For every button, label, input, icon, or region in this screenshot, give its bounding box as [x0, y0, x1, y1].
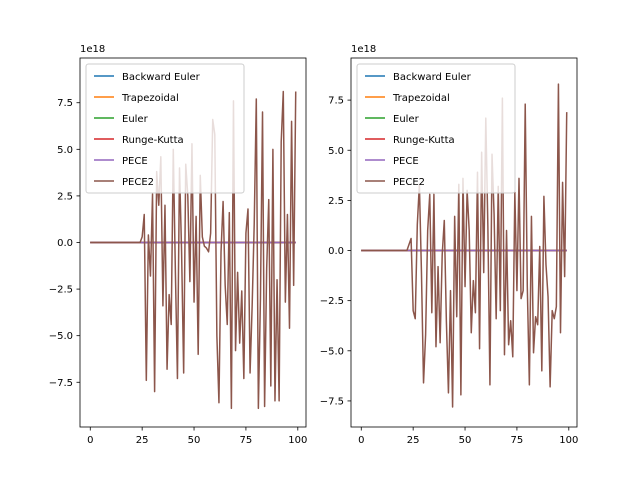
legend-box: [85, 63, 245, 194]
y-tick-label: 5.0: [57, 145, 73, 156]
y-tick-label: −2.5: [320, 296, 344, 307]
right-subplot: 0 25 50 75 100 −7.5 −5.0 −2.5 0.0 2.5 5.0 7.5 1e18 Ba…: [320, 44, 579, 446]
legend-label: PECE2: [122, 177, 154, 188]
y-tick-label: 0.0: [57, 238, 73, 249]
y-axis-offset-label: 1e18: [351, 44, 376, 55]
legend: Backward Euler Trapezoidal Euler Runge-Kutt…: [85, 63, 245, 194]
y-tick-label: 2.5: [328, 196, 344, 207]
legend-label: PECE2: [393, 177, 425, 188]
legend-label: Trapezoidal: [392, 93, 450, 104]
y-tick-label: −2.5: [49, 285, 73, 296]
x-tick-label: 25: [407, 435, 420, 446]
y-tick-label: −5.0: [49, 331, 73, 342]
legend-label: Backward Euler: [122, 72, 201, 83]
legend-label: PECE: [393, 156, 419, 167]
x-tick-label: 25: [136, 435, 149, 446]
y-axis-offset-label: 1e18: [80, 44, 105, 55]
y-tick-label: −7.5: [49, 378, 73, 389]
x-tick-label: 0: [87, 435, 93, 446]
left-subplot: 0 25 50 75 100 −7.5 −5.0 −2.5 0.0 2.5 5.0 7.5 1e18 Ba…: [49, 44, 308, 446]
legend-box: [356, 63, 516, 194]
y-tick-label: 5.0: [328, 146, 344, 157]
x-tick-label: 0: [358, 435, 364, 446]
legend-label: Euler: [122, 114, 149, 125]
y-tick-label: 0.0: [328, 246, 344, 257]
legend: Backward Euler Trapezoidal Euler Runge-Kutt…: [356, 63, 516, 194]
legend-label: Euler: [393, 114, 420, 125]
x-tick-label: 100: [559, 435, 578, 446]
legend-label: Backward Euler: [393, 72, 472, 83]
x-tick-label: 75: [511, 435, 524, 446]
legend-label: PECE: [122, 156, 148, 167]
y-tick-label: 2.5: [57, 191, 73, 202]
y-tick-label: −5.0: [320, 346, 344, 357]
y-tick-label: −7.5: [320, 396, 344, 407]
x-tick-label: 75: [240, 435, 253, 446]
y-tick-label: 7.5: [328, 96, 344, 107]
legend-label: Runge-Kutta: [122, 135, 184, 146]
x-tick-label: 50: [188, 435, 201, 446]
axes-frame: [350, 57, 578, 428]
x-tick-label: 100: [288, 435, 307, 446]
x-tick-label: 50: [459, 435, 472, 446]
legend-label: Runge-Kutta: [393, 135, 455, 146]
y-tick-label: 7.5: [57, 98, 73, 109]
legend-label: Trapezoidal: [121, 93, 179, 104]
